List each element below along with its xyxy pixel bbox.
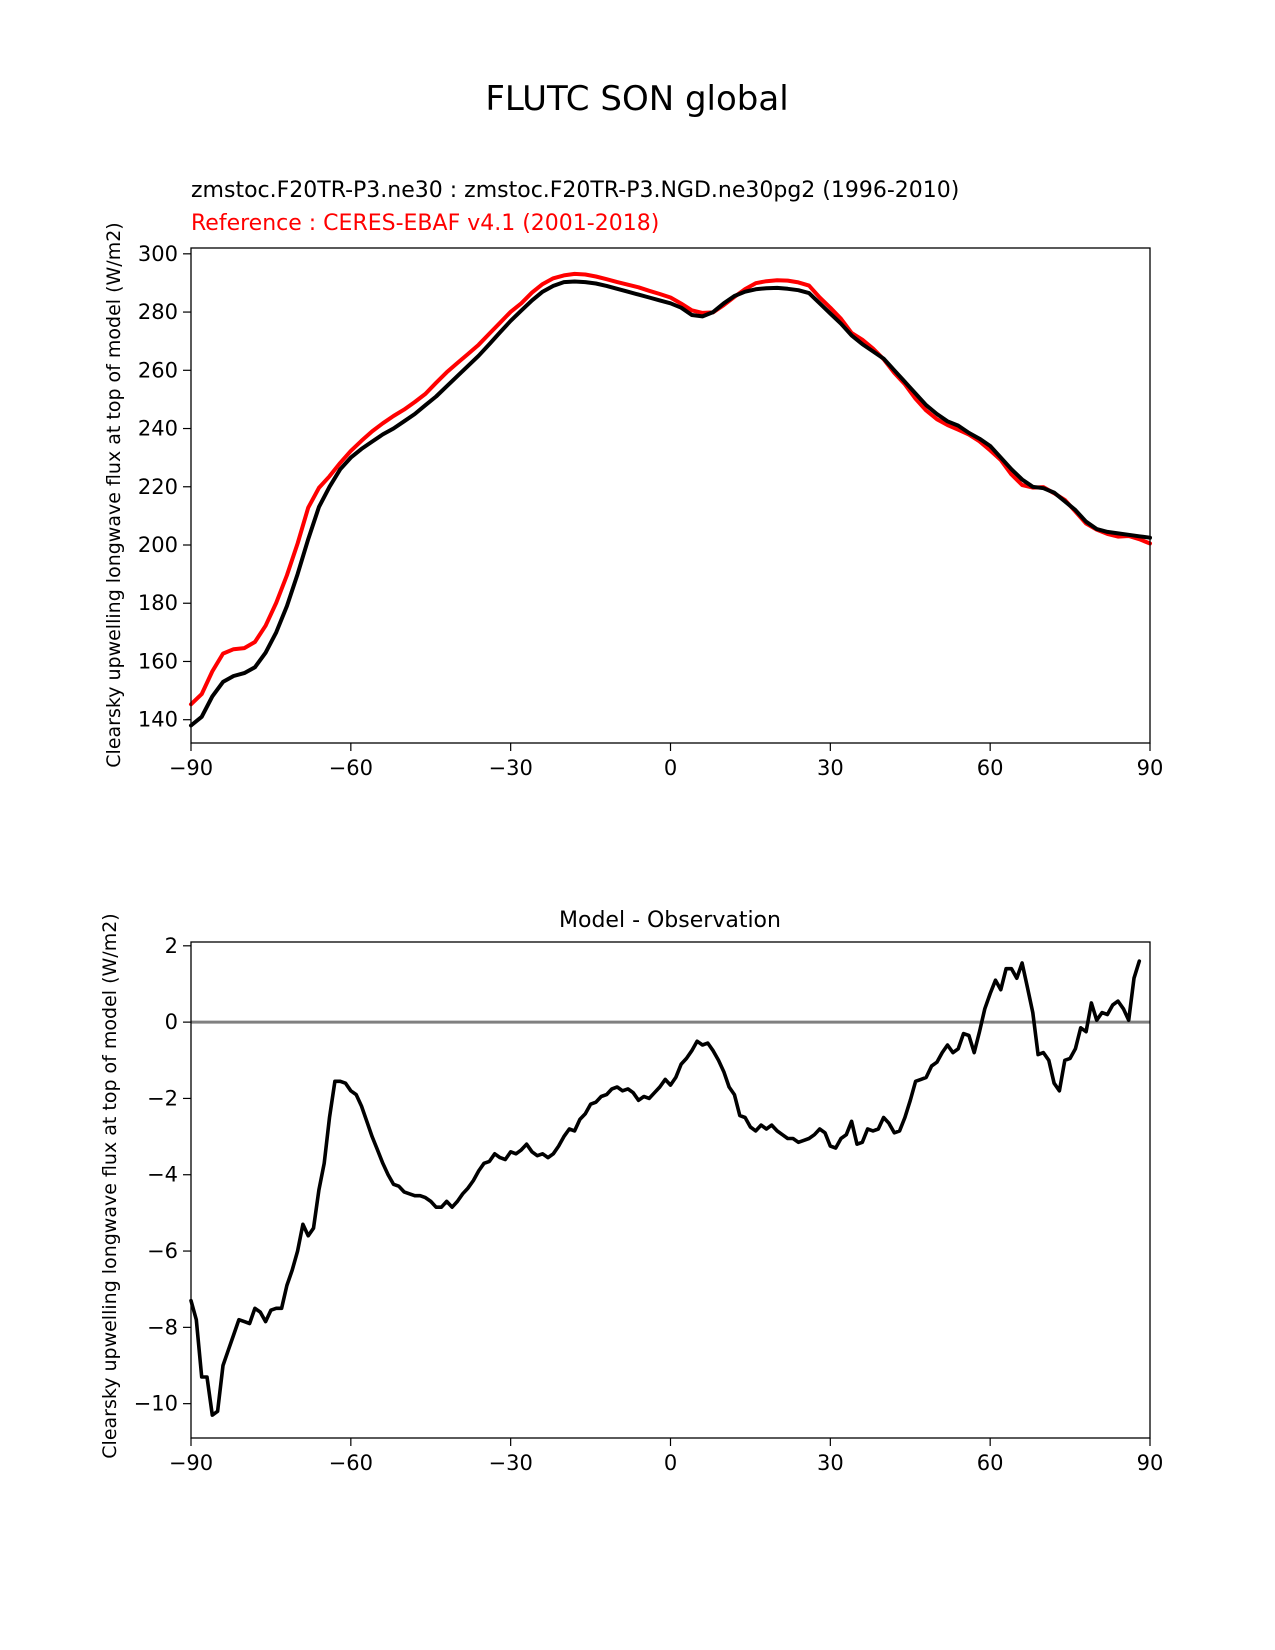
bottom-axes-ticks: −90 −60 −30 0 30 60 90 −10 −8 −6 −4 −2 0 2: [134, 934, 1164, 1475]
top-xtick-label: −90: [169, 756, 213, 780]
top-xtick-label: −60: [329, 756, 373, 780]
top-xtick-label: 0: [664, 756, 677, 780]
top-ytick-label: 180: [138, 591, 178, 615]
bottom-xtick-label: 90: [1137, 1451, 1164, 1475]
subtitle-reference: Reference : CERES-EBAF v4.1 (2001-2018): [191, 211, 659, 236]
bottom-xtick-label: −60: [329, 1451, 373, 1475]
panel-top-zonal-mean: zmstoc.F20TR-P3.ne30 : zmstoc.F20TR-P3.N…: [103, 178, 1163, 780]
test-series-line: [189, 279, 1152, 728]
bottom-xtick-label: 0: [664, 1451, 677, 1475]
top-ytick-label: 140: [138, 708, 178, 732]
bottom-ytick-label: −6: [147, 1239, 178, 1263]
top-xtick-label: −30: [489, 756, 533, 780]
panel-bottom-difference: Model - Observation Clearsky upwelling l…: [99, 908, 1163, 1475]
subtitle-test: zmstoc.F20TR-P3.ne30 : zmstoc.F20TR-P3.N…: [191, 178, 959, 203]
top-ytick-label: 280: [138, 300, 178, 324]
top-ytick-label: 300: [138, 242, 178, 266]
top-xtick-label: 30: [817, 756, 844, 780]
top-series-lines: [189, 271, 1152, 728]
bottom-xtick-label: 60: [977, 1451, 1004, 1475]
reference-series-line: [189, 271, 1152, 707]
bottom-ytick-label: −4: [147, 1163, 178, 1187]
bottom-ytick-label: 0: [165, 1010, 178, 1034]
bottom-ytick-label: −10: [134, 1392, 178, 1416]
top-axes-ticks: −90 −60 −30 0 30 60 90 140 160 180 200 220 240 260 280…: [138, 242, 1163, 780]
top-ytick-label: 240: [138, 417, 178, 441]
bottom-series-lines: [189, 959, 1150, 1417]
top-ytick-label: 160: [138, 649, 178, 673]
bottom-xtick-label: −30: [489, 1451, 533, 1475]
bottom-ytick-label: −2: [147, 1086, 178, 1110]
top-ytick-label: 260: [138, 358, 178, 382]
bottom-plot-frame: [190, 941, 1151, 1439]
bottom-xtick-label: −90: [169, 1451, 213, 1475]
top-ytick-label: 220: [138, 475, 178, 499]
difference-series-line: [189, 959, 1142, 1417]
bottom-xtick-label: 30: [817, 1451, 844, 1475]
bottom-ytick-label: −8: [147, 1315, 178, 1339]
bottom-ytick-label: 2: [165, 934, 178, 958]
y-axis-label-top: Clearsky upwelling longwave flux at top …: [103, 222, 125, 767]
top-ytick-label: 200: [138, 533, 178, 557]
top-plot-frame: [190, 247, 1151, 744]
y-axis-label-bottom: Clearsky upwelling longwave flux at top …: [99, 913, 121, 1458]
top-xtick-label: 90: [1137, 756, 1164, 780]
figure-title: FLUTC SON global: [485, 79, 788, 119]
top-xtick-label: 60: [977, 756, 1004, 780]
difference-title: Model - Observation: [559, 908, 781, 933]
